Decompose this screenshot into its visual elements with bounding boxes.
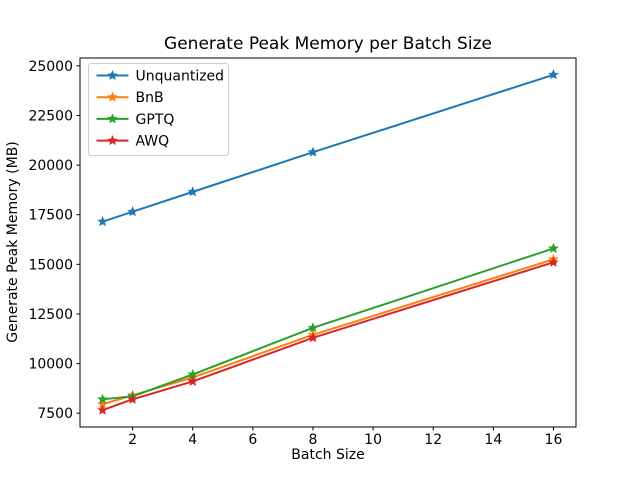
data-point-marker [307, 332, 319, 343]
y-tick-label: 15000 [28, 257, 73, 273]
axes-frame [79, 57, 577, 428]
data-point-marker [548, 69, 559, 80]
x-tick-label: 10 [364, 432, 382, 448]
y-tick-label: 7500 [37, 406, 73, 422]
series-lines [97, 69, 559, 415]
legend-label: BnB [136, 90, 164, 106]
legend-box [88, 63, 229, 156]
data-point-marker [548, 242, 559, 253]
series-gptq [97, 242, 559, 404]
legend-marker [107, 113, 118, 124]
y-tick-label: 12500 [28, 307, 73, 323]
x-tick-label: 2 [128, 432, 137, 448]
data-point-marker [127, 393, 138, 404]
x-tick-label: 14 [484, 432, 502, 448]
y-axis-label: Generate Peak Memory (MB) [5, 141, 21, 343]
y-tick-label: 10000 [28, 357, 73, 373]
data-point-marker [187, 375, 199, 386]
x-tick-label: 6 [248, 432, 257, 448]
y-tick-label: 22500 [28, 108, 73, 124]
series-bnb [97, 253, 559, 409]
data-point-marker [187, 186, 199, 197]
x-tick-label: 8 [309, 432, 318, 448]
legend-marker [107, 135, 118, 146]
x-tick-label: 4 [188, 432, 197, 448]
data-point-marker [548, 256, 559, 267]
y-tick-label: 17500 [28, 208, 73, 224]
data-point-marker [97, 393, 108, 404]
axis-ticks: 2 4 6 8 10 12 14 16 7500 10000 12500 15000 17500 2000… [28, 59, 562, 448]
data-point-marker [97, 404, 108, 415]
legend-marker [107, 69, 118, 81]
chart-title: Generate Peak Memory per Batch Size [164, 34, 492, 54]
y-tick-label: 20000 [28, 158, 73, 174]
legend-item: AWQ [96, 134, 170, 150]
series-unquantized [97, 69, 559, 227]
series-awq [97, 256, 559, 415]
data-point-marker [187, 368, 199, 380]
legend-item: Unquantized [96, 69, 225, 85]
legend: Unquantized BnB GPTQ AWQ [88, 63, 229, 156]
legend-label: GPTQ [136, 112, 175, 128]
y-tick-label: 25000 [28, 59, 73, 75]
x-tick-label: 12 [424, 432, 442, 448]
data-point-marker [97, 398, 108, 409]
x-axis-label: Batch Size [291, 447, 364, 463]
data-point-marker [97, 216, 108, 227]
data-point-marker [307, 146, 319, 157]
legend-item: BnB [96, 90, 164, 106]
x-tick-label: 16 [545, 432, 563, 448]
legend-item: GPTQ [96, 112, 175, 128]
series-line [101, 261, 555, 412]
legend-label: Unquantized [136, 69, 225, 85]
legend-label: AWQ [136, 134, 170, 150]
series-line [101, 247, 555, 401]
legend-marker [107, 91, 118, 102]
data-point-marker [307, 322, 319, 333]
data-point-marker [127, 206, 138, 217]
